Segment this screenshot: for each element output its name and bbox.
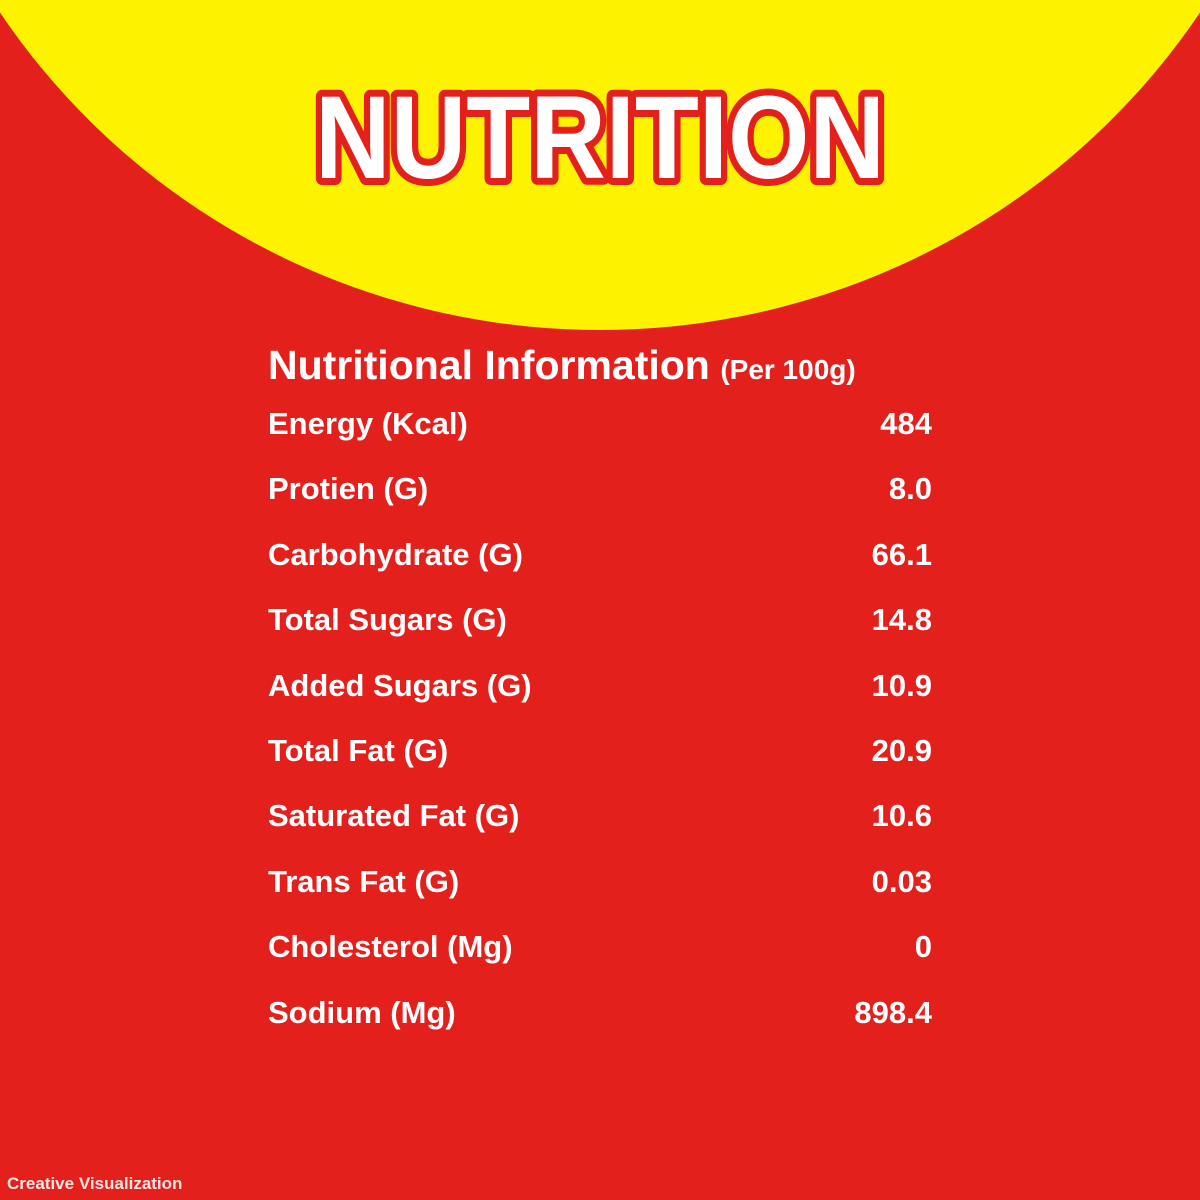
row-value: 10.9 xyxy=(871,667,932,703)
table-row: Total Fat (G) 20.9 xyxy=(268,729,932,794)
heading-per-serving: (Per 100g) xyxy=(720,354,856,385)
row-value: 484 xyxy=(880,406,932,441)
table-row: Sodium (Mg) 898.4 xyxy=(268,991,932,1056)
row-value: 14.8 xyxy=(871,602,932,638)
table-row: Saturated Fat (G) 10.6 xyxy=(268,794,932,859)
row-label: Trans Fat (G) xyxy=(268,863,460,899)
table-row: Trans Fat (G) 0.03 xyxy=(268,860,932,925)
row-value: 66.1 xyxy=(871,536,932,572)
row-value: 0.03 xyxy=(871,863,932,899)
title-text: NUTRITION xyxy=(315,72,885,200)
nutrition-table: Energy (Kcal) 484 Protien (G) 8.0 Carbohyd… xyxy=(268,402,932,1056)
row-value: 0 xyxy=(914,929,932,965)
table-row: Protien (G) 8.0 xyxy=(268,467,932,532)
row-value: 10.6 xyxy=(871,798,932,834)
row-label: Saturated Fat (G) xyxy=(268,798,520,834)
row-label: Energy (Kcal) xyxy=(268,406,468,441)
row-label: Sodium (Mg) xyxy=(268,994,456,1030)
footer-disclaimer: Creative Visualization xyxy=(7,1174,183,1193)
yellow-arc-background xyxy=(0,0,1200,330)
row-label: Cholesterol (Mg) xyxy=(268,929,513,965)
table-row: Carbohydrate (G) 66.1 xyxy=(268,533,932,598)
table-row: Energy (Kcal) 484 xyxy=(268,402,932,467)
row-label: Carbohydrate (G) xyxy=(268,536,523,572)
row-label: Total Fat (G) xyxy=(268,732,449,768)
nutrition-title: NUTRITION xyxy=(308,70,892,200)
row-label: Protien (G) xyxy=(268,471,429,507)
row-value: 20.9 xyxy=(871,732,932,768)
table-row: Cholesterol (Mg) 0 xyxy=(268,925,932,990)
table-heading: Nutritional Information (Per 100g) xyxy=(268,342,856,389)
row-label: Added Sugars (G) xyxy=(268,667,532,703)
heading-main: Nutritional Information xyxy=(268,342,710,388)
table-row: Added Sugars (G) 10.9 xyxy=(268,664,932,729)
table-row: Total Sugars (G) 14.8 xyxy=(268,598,932,663)
row-value: 898.4 xyxy=(854,994,932,1030)
row-value: 8.0 xyxy=(888,471,932,507)
row-label: Total Sugars (G) xyxy=(268,602,507,638)
yellow-arc-shape xyxy=(0,0,1200,330)
